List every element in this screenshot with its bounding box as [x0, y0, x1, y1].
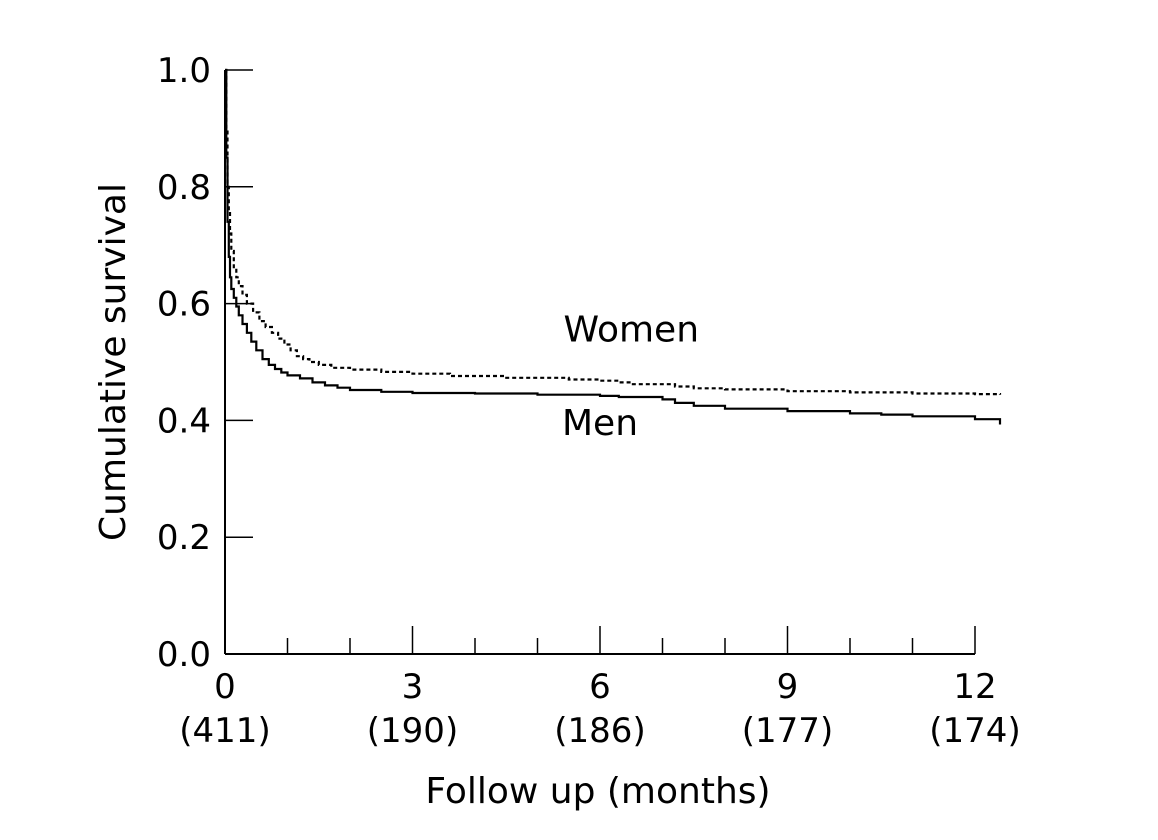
x-tick-label: 9 — [777, 667, 799, 707]
y-tick-label: 0.0 — [157, 635, 211, 675]
ticks-group: 0.00.20.40.60.81.00(411)3(190)6(186)9(17… — [157, 51, 1021, 751]
x-at-risk-label: (186) — [554, 711, 645, 751]
x-tick-label: 6 — [589, 667, 611, 707]
series-line-men — [225, 68, 1002, 425]
y-tick-label: 1.0 — [157, 51, 211, 91]
series-label-women: Women — [563, 310, 699, 351]
y-tick-label: 0.4 — [157, 401, 211, 441]
x-tick-label: 12 — [953, 667, 996, 707]
series-label-men: Men — [562, 403, 638, 444]
x-at-risk-label: (174) — [929, 711, 1020, 751]
y-tick-label: 0.8 — [157, 168, 211, 208]
x-tick-label: 0 — [214, 667, 236, 707]
x-at-risk-label: (190) — [367, 711, 458, 751]
y-tick-label: 0.2 — [157, 518, 211, 558]
x-at-risk-label: (177) — [742, 711, 833, 751]
labels-group: Women Men Follow up (months) Cumulative sur… — [93, 183, 771, 812]
x-axis-title: Follow up (months) — [425, 771, 770, 812]
x-at-risk-label: (411) — [179, 711, 270, 751]
x-tick-label: 3 — [402, 667, 424, 707]
y-axis-title: Cumulative survival — [93, 183, 134, 541]
y-tick-label: 0.6 — [157, 285, 211, 325]
axes-group — [224, 70, 975, 655]
series-line-women — [225, 68, 1002, 396]
series-group — [225, 68, 1002, 425]
